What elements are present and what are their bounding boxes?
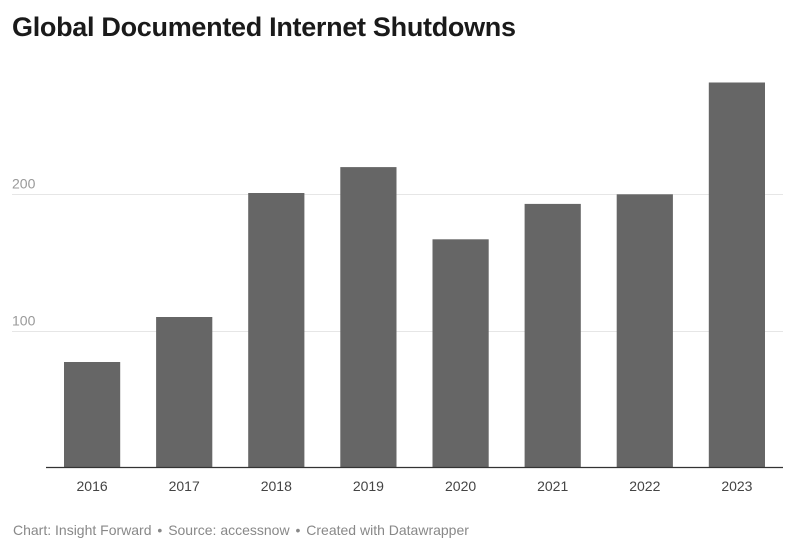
bar-2021 bbox=[524, 203, 581, 467]
footer-separator: • bbox=[295, 522, 301, 538]
footer-created-with: Created with Datawrapper bbox=[306, 522, 469, 538]
bar-2016 bbox=[64, 362, 121, 467]
bar-2019 bbox=[340, 167, 397, 467]
bar-2017 bbox=[156, 317, 213, 467]
chart-footer: Chart: Insight Forward • Source: accessn… bbox=[13, 522, 469, 538]
bar-2020 bbox=[432, 239, 489, 467]
x-tick-label: 2022 bbox=[629, 478, 660, 494]
x-tick-label: 2017 bbox=[169, 478, 200, 494]
x-tick-label: 2018 bbox=[261, 478, 292, 494]
y-tick-label: 200 bbox=[12, 176, 36, 192]
bars bbox=[64, 82, 765, 468]
bar-2018 bbox=[248, 193, 305, 467]
chart-title: Global Documented Internet Shutdowns bbox=[12, 12, 516, 42]
footer-separator: • bbox=[157, 522, 163, 538]
x-tick-label: 2016 bbox=[77, 478, 108, 494]
x-tick-label: 2019 bbox=[353, 478, 384, 494]
x-tick-label: 2020 bbox=[445, 478, 476, 494]
footer-source: Source: accessnow bbox=[168, 522, 290, 538]
footer-chart-credit: Chart: Insight Forward bbox=[13, 522, 152, 538]
tick-labels: 100 200 2016 2017 2018 2019 2020 2021 2022 2023 bbox=[12, 176, 753, 495]
bar-2023 bbox=[708, 82, 765, 467]
x-tick-label: 2023 bbox=[721, 478, 752, 494]
bar-2022 bbox=[616, 194, 673, 468]
x-tick-label: 2021 bbox=[537, 478, 568, 494]
y-tick-label: 100 bbox=[12, 313, 36, 329]
